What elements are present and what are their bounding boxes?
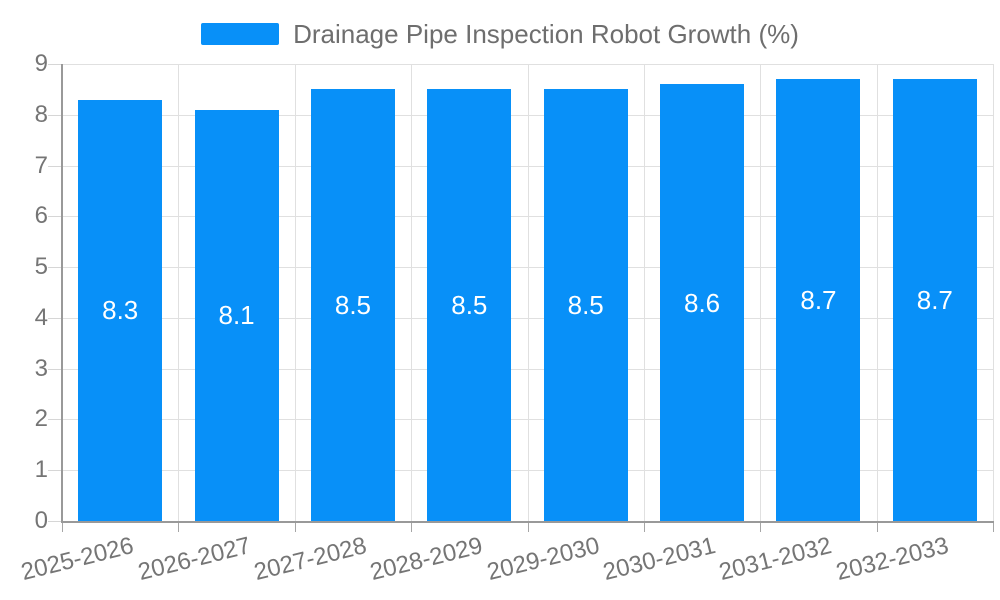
x-axis-tick [62,523,63,532]
x-axis-tick [178,523,180,532]
y-axis-tick-label: 8 [34,100,48,128]
x-axis-tick [527,523,529,532]
y-axis-tick [48,470,62,472]
x-gridline [294,64,296,521]
x-gridline [760,64,762,521]
bar[interactable] [78,99,163,521]
y-axis-tick [48,64,62,65]
x-axis-line [61,521,994,523]
x-axis-tick [294,523,296,532]
x-gridline [993,64,994,521]
bar[interactable] [310,89,395,521]
x-axis-tick [993,523,994,532]
y-gridline [62,521,993,522]
y-axis-tick-label: 5 [34,253,48,281]
x-gridline [876,64,878,521]
y-axis-line [61,64,63,523]
y-gridline [62,64,993,65]
y-axis-tick [48,521,62,522]
x-gridline [411,64,413,521]
y-axis-tick-label: 0 [34,507,48,534]
legend-swatch-icon [201,23,280,45]
legend-label: Drainage Pipe Inspection Robot Growth (%… [293,18,799,49]
y-axis-tick [48,165,62,167]
x-gridline [643,64,645,521]
bar[interactable] [194,109,279,521]
y-axis-tick [48,368,62,370]
y-axis-tick [48,317,62,319]
x-gridline [62,64,63,521]
y-axis-tick-label: 9 [34,50,48,77]
bar[interactable] [660,84,745,521]
y-axis-tick [48,267,62,269]
legend[interactable]: Drainage Pipe Inspection Robot Growth (%… [0,19,1000,49]
y-axis-tick-label: 2 [34,405,48,433]
y-axis-tick-label: 4 [34,303,48,331]
y-axis-tick [48,419,62,421]
bar[interactable] [543,89,628,521]
x-axis-tick [643,523,645,532]
y-axis-tick [48,216,62,218]
x-axis-tick [876,523,878,532]
x-axis-tick [411,523,413,532]
y-axis-tick-label: 7 [34,151,48,179]
x-gridline [178,64,180,521]
y-axis-tick [48,114,62,116]
y-axis-tick-label: 3 [34,354,48,382]
y-axis-tick-label: 6 [34,202,48,230]
x-gridline [527,64,529,521]
bar[interactable] [776,79,861,521]
y-axis-tick-label: 1 [34,456,48,484]
bar[interactable] [892,79,977,521]
bar[interactable] [427,89,512,521]
x-axis-tick [760,523,762,532]
